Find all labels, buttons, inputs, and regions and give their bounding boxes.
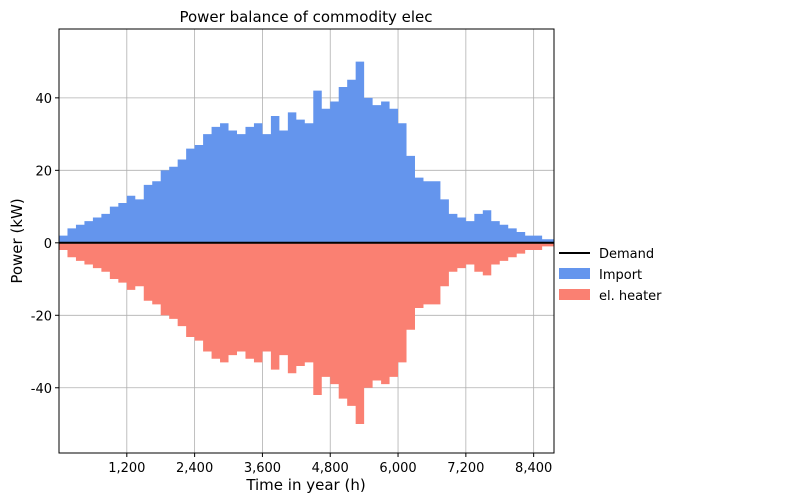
legend-import-label: Import <box>599 268 642 283</box>
y-axis-label: Power (kW) <box>8 198 26 283</box>
y-tick-label: 40 <box>35 92 52 107</box>
y-tick-label: -40 <box>31 382 52 397</box>
x-tick-label: 7,200 <box>447 461 484 476</box>
x-tick-label: 8,400 <box>515 461 552 476</box>
x-tick-label: 6,000 <box>379 461 416 476</box>
x-axis-label: Time in year (h) <box>245 476 365 494</box>
y-tick-label: 0 <box>44 237 52 252</box>
x-tick-label: 3,600 <box>244 461 281 476</box>
legend: Demand Import el. heater <box>559 247 662 304</box>
legend-heater-swatch <box>559 289 590 300</box>
import-area <box>59 61 554 243</box>
y-tick-label: 20 <box>35 164 52 179</box>
legend-heater-label: el. heater <box>599 289 662 304</box>
chart-title: Power balance of commodity elec <box>179 8 432 26</box>
x-tick-label: 4,800 <box>312 461 349 476</box>
legend-import-swatch <box>559 268 590 279</box>
plot-area <box>59 61 554 425</box>
y-tick-label: -20 <box>31 309 52 324</box>
y-axis-ticks: -40 -20 0 20 40 <box>31 92 59 397</box>
legend-demand-label: Demand <box>599 247 654 262</box>
x-tick-label: 1,200 <box>108 461 145 476</box>
plot-frame <box>58 28 555 454</box>
x-axis-ticks: 1,200 2,400 3,600 4,800 6,000 7,200 8,400 <box>108 453 552 476</box>
x-tick-label: 2,400 <box>176 461 213 476</box>
el-heater-area <box>59 242 554 425</box>
